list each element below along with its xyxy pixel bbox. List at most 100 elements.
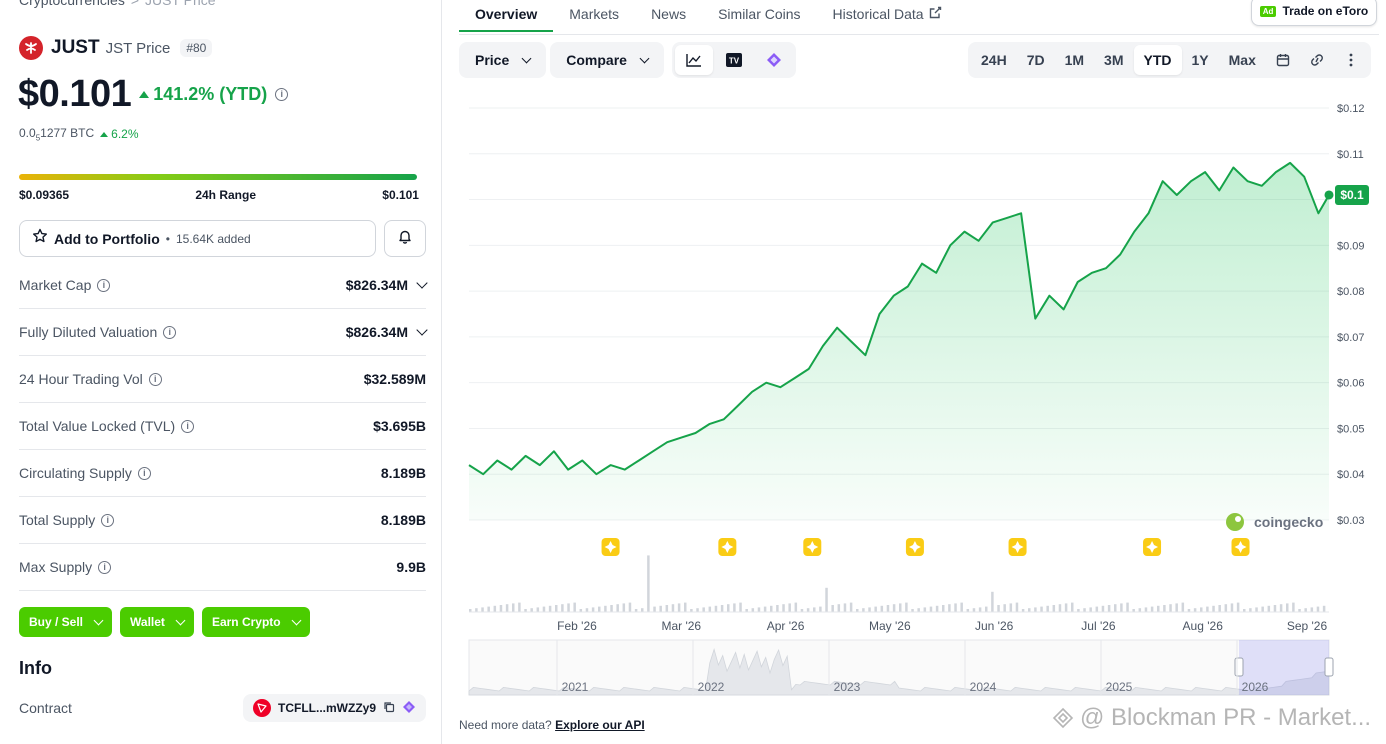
y-tick-label: $0.12 [1337,103,1365,115]
tabs-divider [459,34,1379,35]
range-ytd[interactable]: YTD [1133,45,1182,75]
tab-news[interactable]: News [651,6,687,22]
compare-dropdown[interactable]: Compare [550,42,664,78]
volume-bar [641,608,644,612]
range-24h[interactable]: 24H [981,52,1007,68]
info-icon[interactable]: i [101,513,115,527]
info-icon[interactable]: i [275,87,289,101]
volume-bar [677,603,681,612]
link-icon[interactable] [1300,45,1334,75]
volume-bar [757,607,761,612]
volume-bar [548,605,552,612]
more-options-icon[interactable] [1334,45,1368,75]
price-chart[interactable]: $0.12$0.11$0.10$0.09$0.08$0.07$0.06$0.05… [459,90,1379,710]
trade-on-etoro-button[interactable]: Ad Trade on eToro [1251,0,1377,26]
price-alert-button[interactable] [384,220,426,257]
tradingview-icon[interactable]: TV [715,45,753,75]
tab-similar-coins[interactable]: Similar Coins [718,6,801,22]
volume-bar [702,607,705,612]
just-logo-icon [19,36,43,60]
tab-markets[interactable]: Markets [569,6,620,22]
volume-bar [782,604,785,612]
volume-bar [911,609,914,612]
volume-bar [856,609,859,612]
line-chart-icon[interactable] [674,45,713,75]
breadcrumb-parent[interactable]: Cryptocurrencies [19,0,125,8]
stat-label: Fully Diluted Valuation i [19,324,177,340]
range-1y[interactable]: 1Y [1191,52,1209,68]
current-price: $0.101 [18,72,132,115]
range-7d[interactable]: 7D [1026,52,1045,68]
earn-crypto-button[interactable]: Earn Crypto [201,607,310,637]
volume-bar [1310,607,1314,612]
range-1m[interactable]: 1M [1064,52,1085,68]
stat-row[interactable]: Market Cap i $826.34M [19,262,428,309]
volume-bar [1169,604,1172,612]
volume-bar [868,607,871,612]
info-icon[interactable]: i [98,560,112,574]
stat-row[interactable]: Fully Diluted Valuation i $826.34M [19,309,428,356]
navigator-tick-label: 2024 [970,680,997,694]
chevron-down-icon [291,615,302,625]
volume-bar [862,608,865,612]
watermark-logo-icon [1052,707,1074,729]
contract-pill[interactable]: TCFLL...mWZZy9 [243,694,426,722]
volume-bar [1200,607,1203,612]
chevron-down-icon[interactable] [416,324,428,336]
info-icon[interactable]: i [148,372,162,386]
last-price-label: $0.1 [1340,188,1364,202]
main-tabs: Overview Markets News Similar Coins Hist… [459,0,958,34]
stat-row: 24 Hour Trading Vol i $32.589M [19,356,426,403]
x-tick-label: Feb '26 [557,619,597,633]
volume-bar [886,605,890,612]
ad-badge: Ad [1259,5,1277,17]
portfolio-label: Add to Portfolio [54,230,160,247]
volume-bar [899,603,902,612]
cta-row: Buy / Sell Wallet Earn Crypto [19,607,310,637]
calendar-icon[interactable] [1266,45,1300,75]
stat-value: $826.34M [346,277,428,293]
volume-bar [542,606,546,612]
y-tick-label: $0.08 [1337,286,1365,298]
volume-bar [1243,609,1246,612]
range-3m[interactable]: 3M [1104,52,1124,68]
volume-bar [690,609,693,612]
info-icon[interactable]: i [181,419,195,433]
volume-bar [794,602,798,612]
copy-icon[interactable] [383,701,395,716]
volume-bar [1193,608,1197,612]
24h-range-labels: $0.09365 24h Range $0.101 [19,188,419,202]
volume-bar [1021,609,1025,612]
tab-overview[interactable]: Overview [459,0,554,34]
volume-bar [997,605,1000,612]
volume-bar [880,605,884,612]
info-icon[interactable]: i [97,278,111,292]
volume-bar [745,609,748,612]
range-max[interactable]: Max [1228,52,1256,68]
24h-range-bar [19,174,417,180]
volume-bar [1286,603,1289,612]
volume-bar [505,604,509,612]
explore-api-link[interactable]: Explore our API [555,718,645,732]
tab-historical-data[interactable]: Historical Data [817,0,958,34]
volume-bar [788,603,791,612]
metamask-icon[interactable] [402,700,416,717]
stat-value: 9.9B [396,559,426,575]
volume-bar [1230,603,1234,612]
y-tick-label: $0.07 [1337,332,1365,344]
stat-value: $3.695B [373,418,426,434]
volume-bar [1292,602,1295,612]
buy-sell-button[interactable]: Buy / Sell [19,607,113,637]
price-row: $0.101 141.2% (YTD) i [18,72,289,116]
chevron-down-icon[interactable] [416,277,428,289]
stat-value: $826.34M [346,324,428,340]
info-icon[interactable]: i [137,466,151,480]
add-to-portfolio-button[interactable]: Add to Portfolio • 15.64K added [19,220,376,257]
ai-insights-icon[interactable] [755,45,793,75]
price-dropdown[interactable]: Price [459,42,547,78]
wallet-button[interactable]: Wallet [120,607,194,637]
navigator-selection [1239,640,1329,695]
info-icon[interactable]: i [163,325,177,339]
volume-bar [985,606,988,612]
up-arrow-icon [100,131,109,137]
